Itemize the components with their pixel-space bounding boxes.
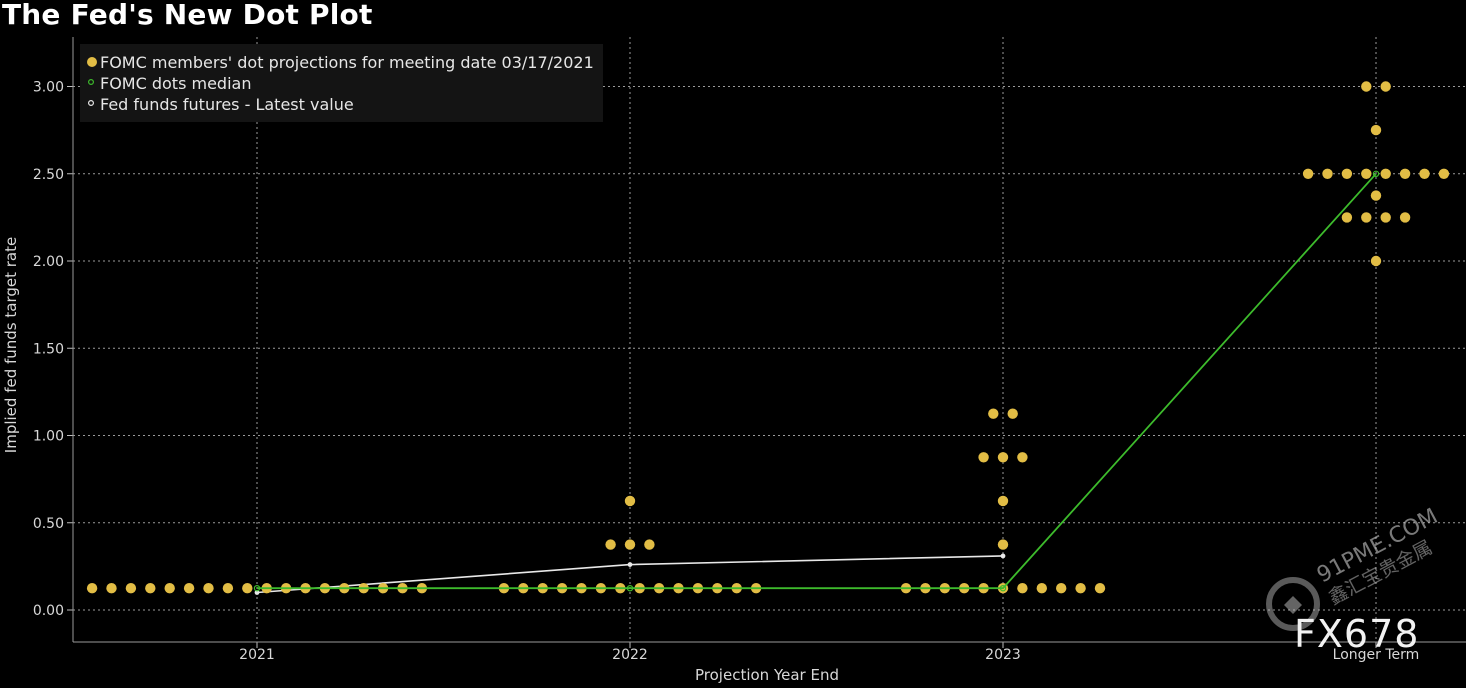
dot-projection bbox=[1322, 168, 1333, 179]
dot-projection bbox=[1370, 124, 1382, 136]
x-tick-label: 2022 bbox=[612, 647, 648, 663]
y-tick-label: 2.00 bbox=[33, 254, 64, 270]
dot-projection bbox=[978, 452, 989, 463]
dot-projection bbox=[106, 583, 117, 594]
dot-projection bbox=[1036, 583, 1048, 594]
dot-projection bbox=[1302, 168, 1314, 179]
legend-marker-median bbox=[87, 78, 94, 85]
dot-projection bbox=[1341, 168, 1353, 179]
y-tick-label: 0.50 bbox=[33, 516, 64, 532]
dot-projection bbox=[1341, 212, 1353, 223]
dot-projection bbox=[1380, 81, 1391, 92]
dot-projection bbox=[644, 539, 655, 550]
dot-projection bbox=[624, 539, 636, 550]
dot-projection bbox=[1370, 190, 1382, 201]
y-tick-label: 1.50 bbox=[33, 341, 64, 357]
dot-projection bbox=[1017, 452, 1028, 463]
dot-layer bbox=[86, 81, 1450, 594]
dot-projection bbox=[1007, 408, 1018, 419]
y-axis-title: Implied fed funds target rate bbox=[2, 237, 20, 453]
dot-projection bbox=[1094, 583, 1106, 594]
watermark-logo-icon bbox=[1266, 577, 1320, 631]
dot-projection bbox=[1419, 168, 1430, 179]
legend-marker-dots bbox=[87, 57, 97, 67]
dot-projection bbox=[145, 583, 156, 594]
median-line bbox=[257, 173, 1377, 590]
x-axis-title: Projection Year End bbox=[695, 666, 839, 684]
legend-marker-futures bbox=[87, 99, 94, 106]
grid-layer bbox=[73, 37, 1466, 642]
axis-layer: 0.00 0.50 1.00 1.50 2.00 2.50 3.00 2021 2022 2023… bbox=[2, 37, 1466, 684]
dot-projection bbox=[997, 452, 1009, 463]
median-point bbox=[999, 585, 1007, 592]
y-tick-label: 1.00 bbox=[33, 429, 64, 445]
dot-projection bbox=[1075, 583, 1086, 594]
legend: FOMC members' dot projections for meetin… bbox=[80, 44, 603, 122]
dot-projection bbox=[997, 539, 1009, 550]
y-tick-label: 0.00 bbox=[33, 603, 64, 619]
legend-label: FOMC members' dot projections for meetin… bbox=[100, 53, 594, 72]
dot-projection bbox=[183, 583, 195, 594]
legend-box bbox=[80, 44, 603, 122]
series-layer bbox=[254, 553, 1006, 595]
dot-projection bbox=[86, 583, 98, 594]
y-tick-label: 3.00 bbox=[33, 80, 64, 96]
x-tick-label: Longer Term bbox=[1333, 647, 1420, 663]
dot-projection bbox=[1438, 168, 1450, 179]
x-tick-label: 2021 bbox=[239, 647, 275, 663]
median-point bbox=[1372, 170, 1380, 177]
dot-projection bbox=[164, 583, 175, 594]
y-tick-label: 2.50 bbox=[33, 167, 64, 183]
median-point bbox=[253, 585, 261, 592]
chart-title: The Fed's New Dot Plot bbox=[2, 0, 373, 31]
dot-projection bbox=[624, 495, 636, 507]
futures-point bbox=[254, 590, 260, 595]
dot-projection bbox=[988, 408, 999, 419]
futures-point bbox=[1000, 553, 1006, 559]
legend-label: FOMC dots median bbox=[100, 74, 251, 93]
dot-projection bbox=[1370, 255, 1382, 267]
legend-label: Fed funds futures - Latest value bbox=[100, 95, 354, 114]
watermark-brand: FX678 bbox=[1294, 612, 1419, 656]
dot-projection bbox=[1399, 212, 1411, 223]
median-point bbox=[626, 585, 634, 592]
watermark-logo-mark bbox=[1284, 596, 1302, 614]
dot-projection bbox=[1361, 212, 1372, 223]
dot-projection bbox=[222, 583, 234, 594]
dot-projection bbox=[605, 539, 616, 550]
x-tick-label: 2023 bbox=[985, 647, 1021, 663]
dot-projection bbox=[1361, 81, 1372, 92]
dot-projection bbox=[1361, 168, 1372, 179]
dot-projection bbox=[203, 583, 214, 594]
dot-projection bbox=[125, 583, 137, 594]
futures-point bbox=[627, 562, 633, 567]
dot-projection bbox=[997, 495, 1009, 507]
dot-projection bbox=[1399, 168, 1411, 179]
dot-projection bbox=[1017, 583, 1028, 594]
dot-projection bbox=[1380, 212, 1391, 223]
dot-projection bbox=[242, 583, 253, 594]
dot-projection bbox=[1056, 583, 1067, 594]
dot-projection bbox=[1380, 168, 1391, 179]
